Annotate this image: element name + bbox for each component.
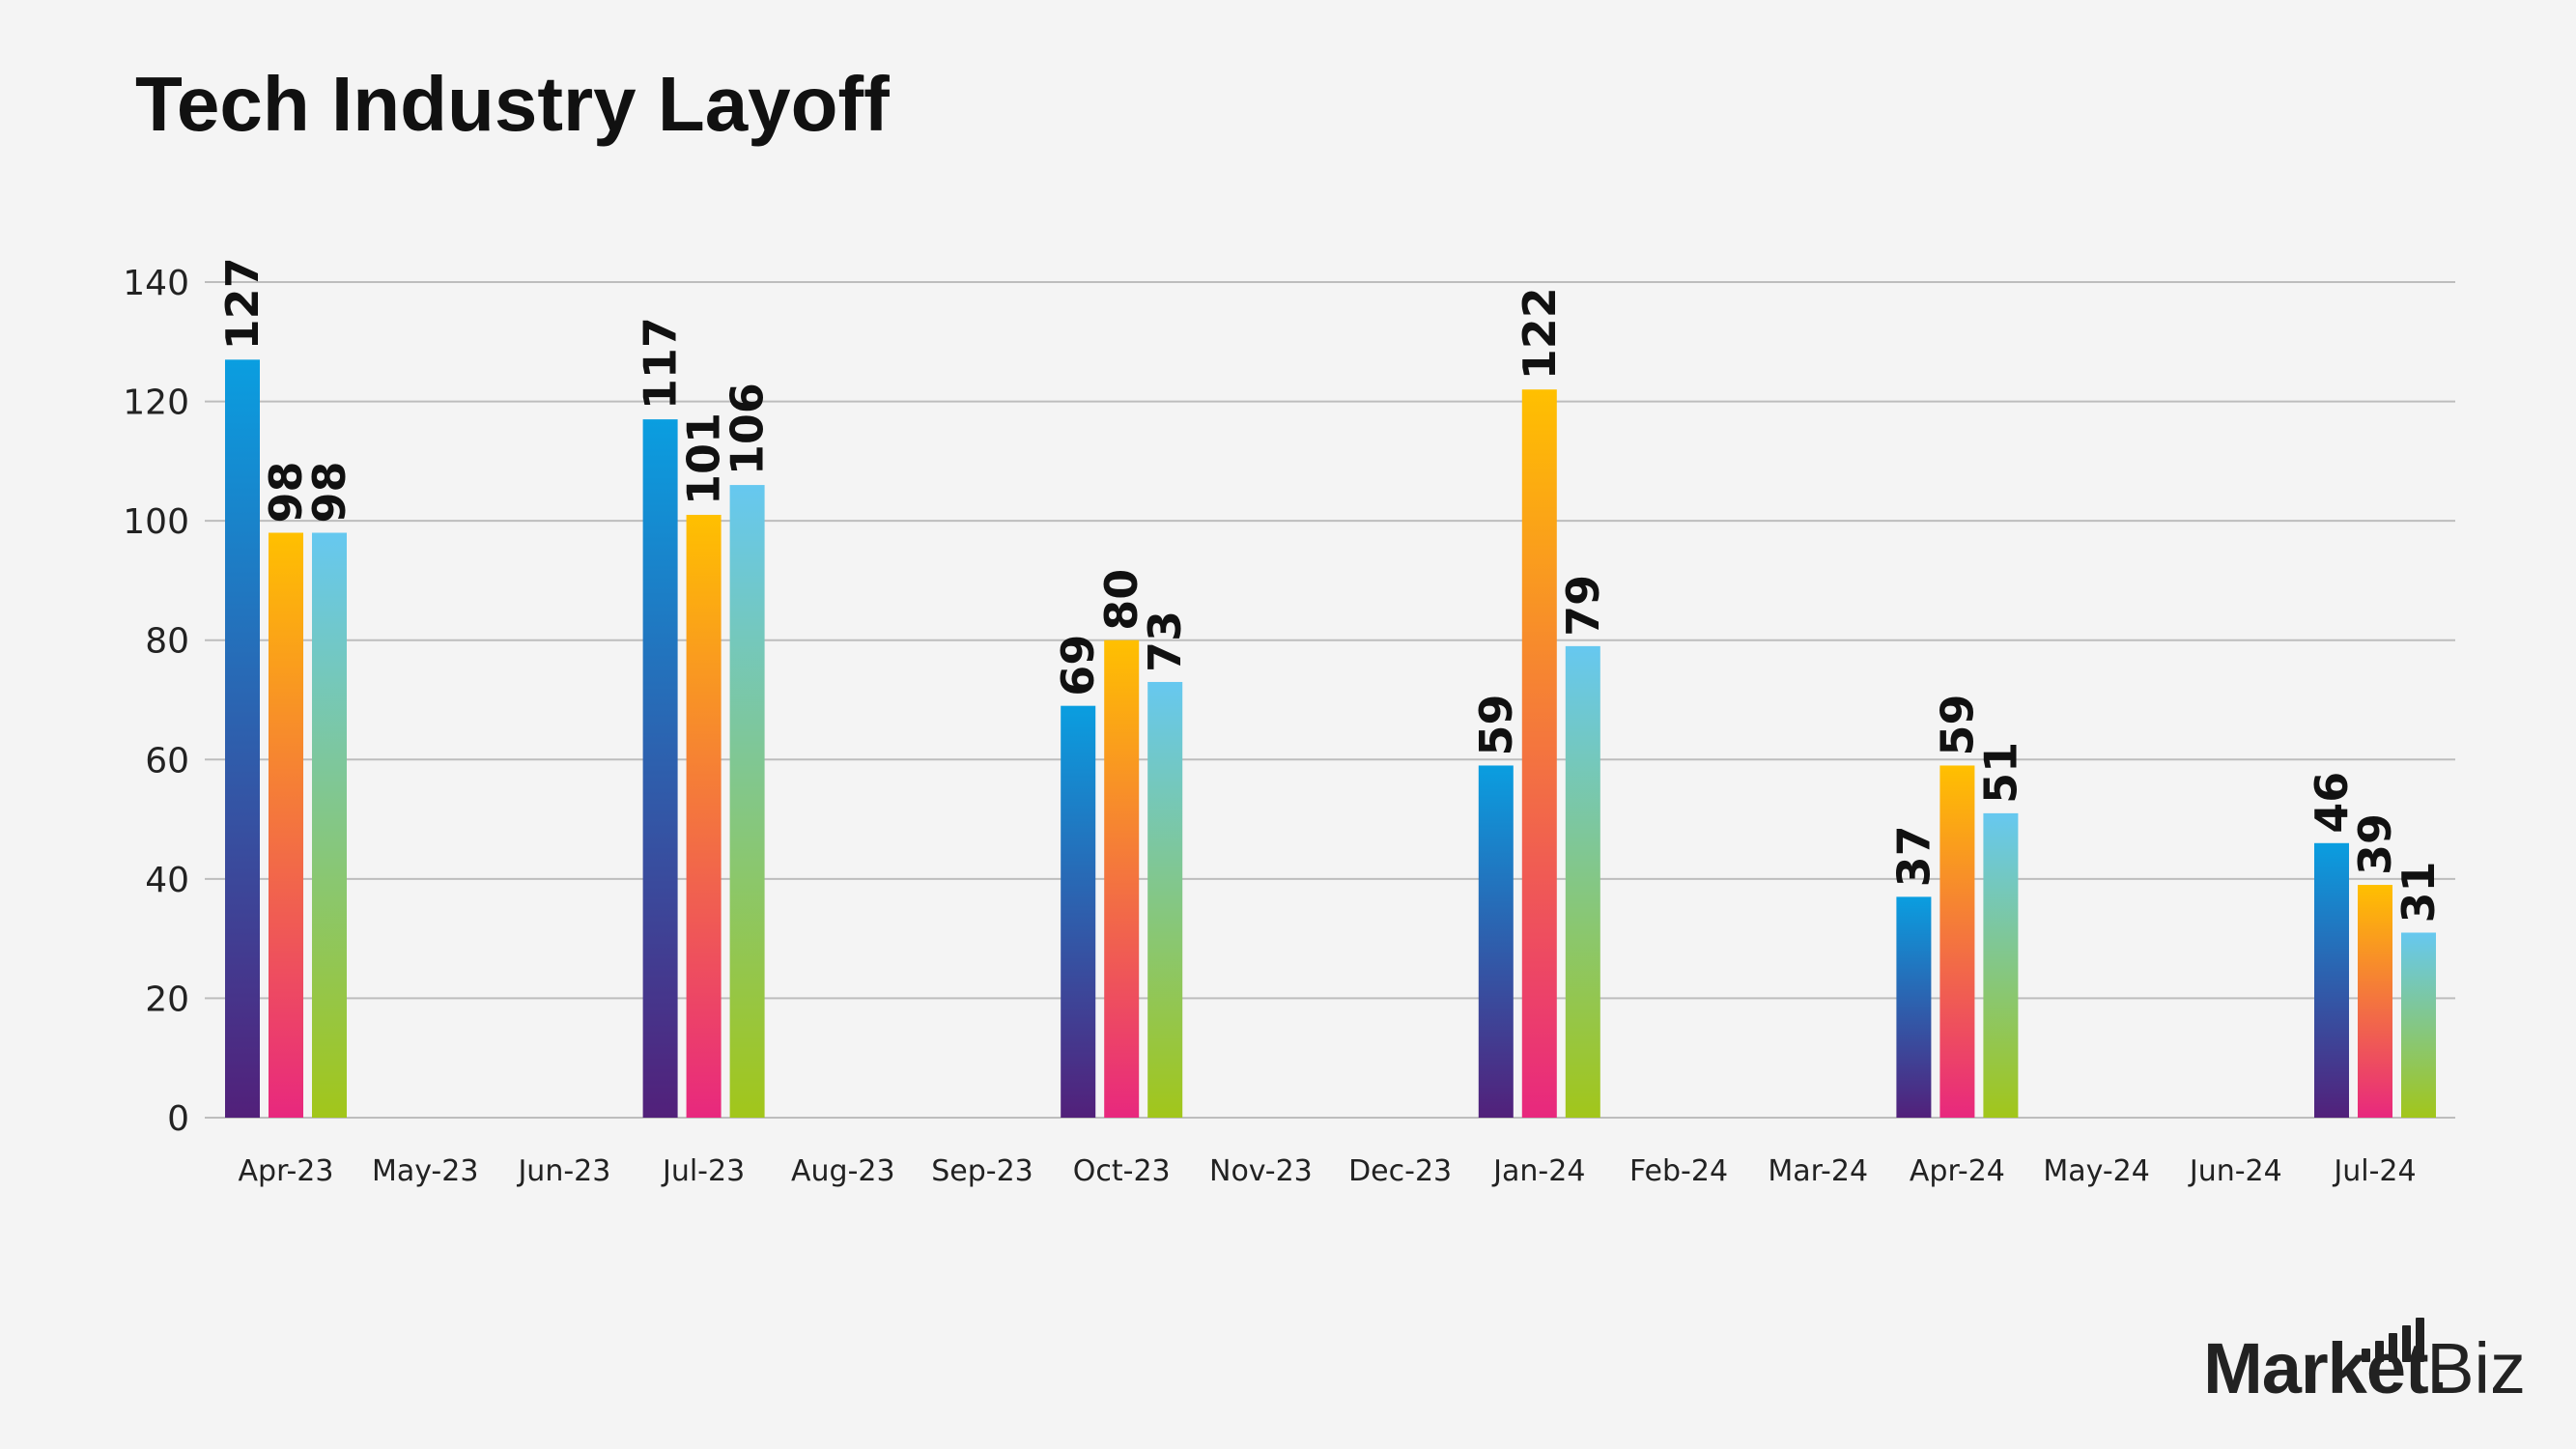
bar (312, 532, 347, 1118)
data-label: 122 (1514, 287, 1566, 380)
bar (1061, 705, 1096, 1118)
data-label: 98 (303, 461, 355, 523)
data-label: 46 (2306, 772, 2358, 834)
y-tick-label: 120 (123, 384, 189, 423)
bar (269, 532, 303, 1118)
bar (1147, 681, 1183, 1118)
data-label: 31 (2392, 861, 2445, 923)
x-tick-label: Nov-23 (1209, 1154, 1313, 1188)
data-label: 98 (260, 461, 312, 523)
data-label: 101 (678, 412, 730, 505)
x-tick-label: Feb-24 (1629, 1154, 1728, 1188)
y-tick-label: 80 (145, 622, 189, 662)
x-tick-label: Jul-24 (2332, 1154, 2416, 1188)
bar (1521, 389, 1557, 1118)
gridlines (205, 281, 2455, 1119)
x-tick-label: Apr-23 (239, 1154, 334, 1188)
brand-logo: Market. Biz (2203, 1318, 2526, 1405)
bar (2401, 932, 2436, 1118)
bar (2358, 885, 2392, 1118)
bar (2314, 842, 2349, 1118)
data-label: 59 (1931, 694, 1983, 755)
brand-name-light: Biz (2426, 1328, 2526, 1408)
data-label: 39 (2349, 813, 2401, 875)
bar (225, 359, 260, 1119)
x-tick-label: Mar-24 (1768, 1154, 1868, 1188)
x-tick-label: Jan-24 (1491, 1154, 1585, 1188)
x-tick-label: Sep-23 (931, 1154, 1033, 1188)
x-tick-label: May-24 (2043, 1154, 2150, 1188)
bar (642, 419, 678, 1118)
bar (1565, 645, 1600, 1118)
data-label: 59 (1470, 694, 1522, 755)
bar (729, 485, 765, 1119)
data-label: 79 (1557, 575, 1609, 637)
chart-title: Tech Industry Layoff (135, 61, 890, 147)
bar (1939, 765, 1975, 1118)
y-tick-label: 0 (167, 1099, 189, 1139)
y-tick-label: 40 (145, 861, 189, 900)
x-tick-label: Jun-23 (516, 1154, 610, 1188)
x-tick-label: Apr-24 (1910, 1154, 2005, 1188)
x-tick-label: Jul-23 (661, 1154, 745, 1188)
data-label: 127 (216, 257, 269, 350)
x-tick-label: May-23 (372, 1154, 479, 1188)
y-tick-label: 60 (145, 741, 189, 781)
x-tick-label: Jun-24 (2188, 1154, 2282, 1188)
y-tick-label: 20 (145, 980, 189, 1019)
bar (1478, 765, 1514, 1118)
bar (1983, 812, 2019, 1118)
y-tick-label: 140 (123, 264, 189, 303)
data-label: 37 (1887, 825, 1939, 887)
bar (686, 514, 722, 1118)
data-label: 106 (722, 383, 774, 475)
signal-bars-icon (2362, 1318, 2425, 1362)
bars (225, 359, 2436, 1119)
bar (1896, 896, 1932, 1118)
x-tick-label: Oct-23 (1073, 1154, 1171, 1188)
data-label: 73 (1139, 611, 1191, 672)
y-axis-ticks: 0 20 40 60 80 100 120 140 (123, 264, 189, 1139)
x-tick-label: Aug-23 (791, 1154, 895, 1188)
data-label: 80 (1095, 569, 1147, 631)
x-tick-label: Dec-23 (1348, 1154, 1452, 1188)
bar (1104, 639, 1140, 1118)
x-axis-ticks: Apr-23 May-23 Jun-23 Jul-23 Aug-23 Sep-23 Oct-… (239, 1154, 2417, 1188)
data-label: 69 (1052, 635, 1104, 696)
y-tick-label: 100 (123, 502, 189, 542)
data-label: 51 (1974, 742, 2026, 804)
data-label: 117 (635, 317, 687, 410)
